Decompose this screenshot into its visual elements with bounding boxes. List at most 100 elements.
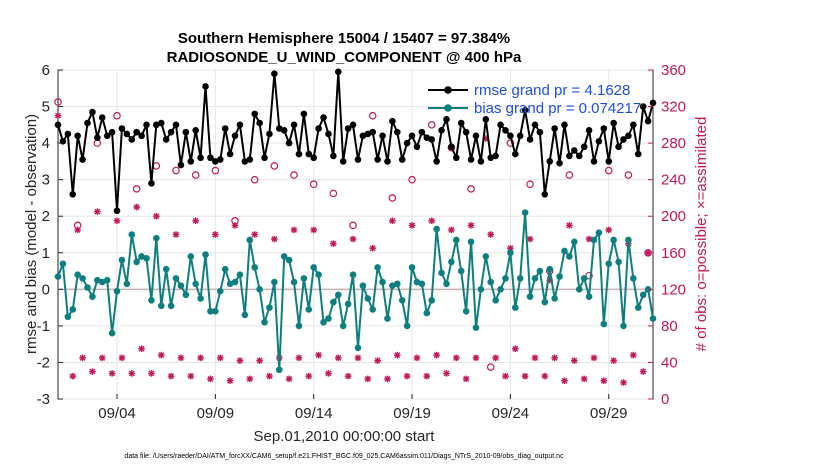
bias-point — [575, 286, 583, 293]
obs-possible-marker — [368, 111, 377, 120]
obs-assimilated-marker — [69, 372, 77, 380]
obs-marker-stroke — [512, 345, 519, 352]
bias-point — [157, 302, 165, 310]
obs-assimilated-marker — [349, 235, 357, 243]
obs-marker-stroke — [541, 373, 548, 380]
obs-assimilated-marker — [133, 203, 140, 211]
obs-marker-stroke — [581, 375, 588, 382]
obs-possible-marker — [54, 98, 62, 106]
obs-marker-stroke — [266, 373, 273, 380]
bias-point — [354, 344, 362, 352]
obs-marker-stroke — [236, 357, 243, 364]
obs-assimilated-marker — [295, 354, 303, 362]
obs-assimilated-marker — [89, 368, 96, 375]
rmse-point — [280, 127, 288, 134]
bias-point — [457, 267, 465, 275]
bias-point — [453, 236, 460, 244]
obs-assimilated-marker — [177, 354, 185, 362]
chart-subtitle: RADIOSONDE_U_WIND_COMPONENT @ 400 hPa — [167, 49, 522, 66]
obs-possible-marker — [172, 166, 180, 175]
obs-marker-stroke — [610, 357, 617, 364]
bias-point — [536, 267, 544, 275]
obs-assimilated-marker — [153, 212, 160, 220]
bias-point — [615, 258, 622, 266]
rmse-point — [443, 116, 450, 123]
obs-marker-stroke — [89, 368, 96, 375]
obs-assimilated-marker — [630, 351, 637, 359]
rmse-point — [167, 128, 175, 136]
rmse-point — [320, 114, 327, 121]
obs-assimilated-marker — [207, 375, 214, 383]
obs-possible-marker — [349, 221, 357, 230]
obs-marker-stroke — [173, 231, 179, 238]
rmse-point — [148, 180, 155, 187]
y-tick-label: 3 — [42, 172, 50, 189]
obs-assimilated-marker — [226, 377, 234, 385]
bias-point — [261, 318, 268, 326]
obs-assimilated-marker — [512, 345, 519, 353]
obs-assimilated-marker — [521, 372, 529, 380]
obs-marker-stroke — [522, 373, 529, 380]
rmse-point — [192, 127, 199, 134]
rmse-point — [54, 121, 62, 129]
obs-marker-stroke — [630, 352, 637, 359]
rmse-point — [315, 125, 322, 132]
rmse-point — [79, 156, 86, 163]
rmse-point — [128, 136, 136, 143]
obs-marker-stroke — [600, 377, 607, 384]
bias-point — [74, 271, 81, 279]
obs-marker-stroke — [448, 226, 455, 233]
obs-assimilated-marker — [330, 240, 337, 247]
bias-point — [212, 307, 219, 315]
obs-assimilated-marker — [443, 370, 450, 377]
bias-point — [556, 273, 563, 280]
bias-line — [57, 211, 654, 371]
obs-possible-marker — [526, 180, 534, 189]
obs-possible-marker — [604, 166, 613, 175]
obs-layer — [54, 98, 652, 386]
obs-assimilated-marker — [428, 217, 436, 225]
obs-possible-marker — [624, 171, 633, 179]
bias-point — [84, 284, 91, 291]
obs-marker-stroke — [468, 222, 475, 229]
obs-possible-marker — [250, 175, 259, 184]
obs-marker-stroke — [433, 352, 440, 359]
bias-point — [246, 236, 254, 244]
rmse-point — [536, 128, 544, 136]
bias-point — [128, 231, 136, 238]
obs-marker-stroke — [227, 377, 234, 384]
bias-point — [64, 313, 72, 321]
obs-marker-stroke — [315, 352, 322, 359]
obs-marker-stroke — [487, 231, 494, 238]
y-tick-label: 1 — [42, 245, 50, 262]
bias-point — [305, 306, 313, 313]
bias-point — [590, 236, 598, 244]
rmse-point — [497, 121, 504, 129]
rmse-point — [379, 132, 386, 140]
obs-assimilated-marker — [364, 375, 372, 383]
bias-point — [418, 280, 426, 288]
obs-marker-stroke — [428, 217, 435, 224]
obs-assimilated-marker — [393, 351, 401, 359]
obs-marker-stroke — [325, 370, 332, 377]
bias-point — [330, 298, 337, 306]
bias-point — [393, 280, 401, 288]
rmse-point — [64, 130, 72, 138]
rmse-point — [472, 132, 480, 140]
obs-marker-stroke — [561, 377, 568, 384]
rmse-point — [138, 132, 145, 140]
rmse-point — [266, 130, 273, 138]
obs-marker-stroke — [305, 373, 312, 380]
y-tick-label: -3 — [37, 391, 50, 408]
obs-marker-stroke — [251, 231, 258, 238]
rmse-point — [389, 117, 396, 125]
bias-point — [428, 297, 436, 304]
bias-point — [153, 234, 160, 242]
obs-marker-stroke — [217, 354, 224, 361]
obs-marker-stroke — [79, 354, 86, 361]
rmse-point — [118, 125, 126, 132]
bias-point — [448, 258, 455, 266]
obs-assimilated-marker — [216, 354, 224, 362]
obs-assimilated-marker — [266, 372, 273, 380]
bias-point — [551, 295, 558, 302]
